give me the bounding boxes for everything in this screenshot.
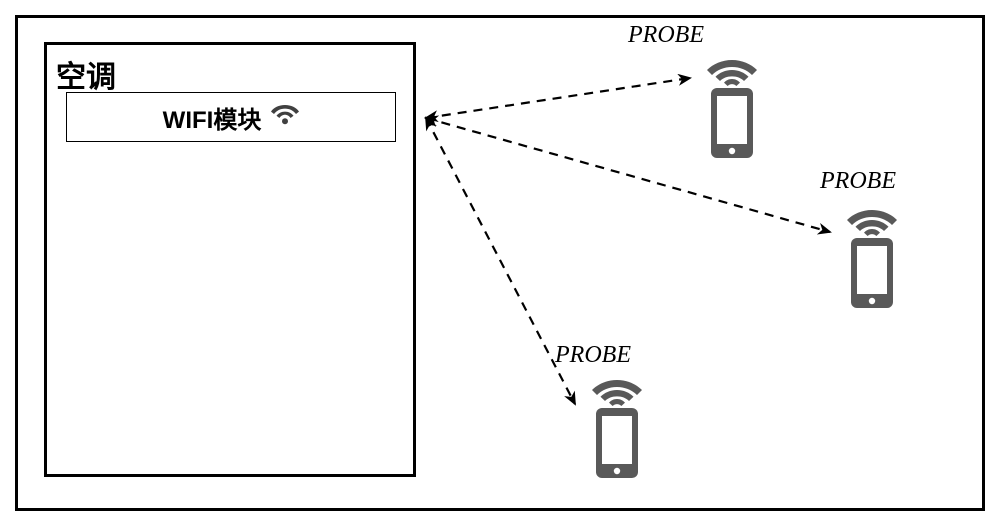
wifi-module-label: WIFI模块 bbox=[163, 100, 262, 135]
phone-icon-2 bbox=[845, 210, 899, 308]
phone-icon-1 bbox=[705, 60, 759, 158]
phone-icon-3 bbox=[590, 380, 644, 478]
wifi-icon bbox=[271, 103, 299, 132]
probe-label-3: PROBE bbox=[555, 342, 631, 369]
probe-label-2: PROBE bbox=[820, 168, 896, 195]
wifi-module-box: WIFI模块 bbox=[66, 92, 396, 142]
probe-label-1: PROBE bbox=[628, 22, 704, 49]
ac-title: 空调 bbox=[56, 52, 116, 96]
